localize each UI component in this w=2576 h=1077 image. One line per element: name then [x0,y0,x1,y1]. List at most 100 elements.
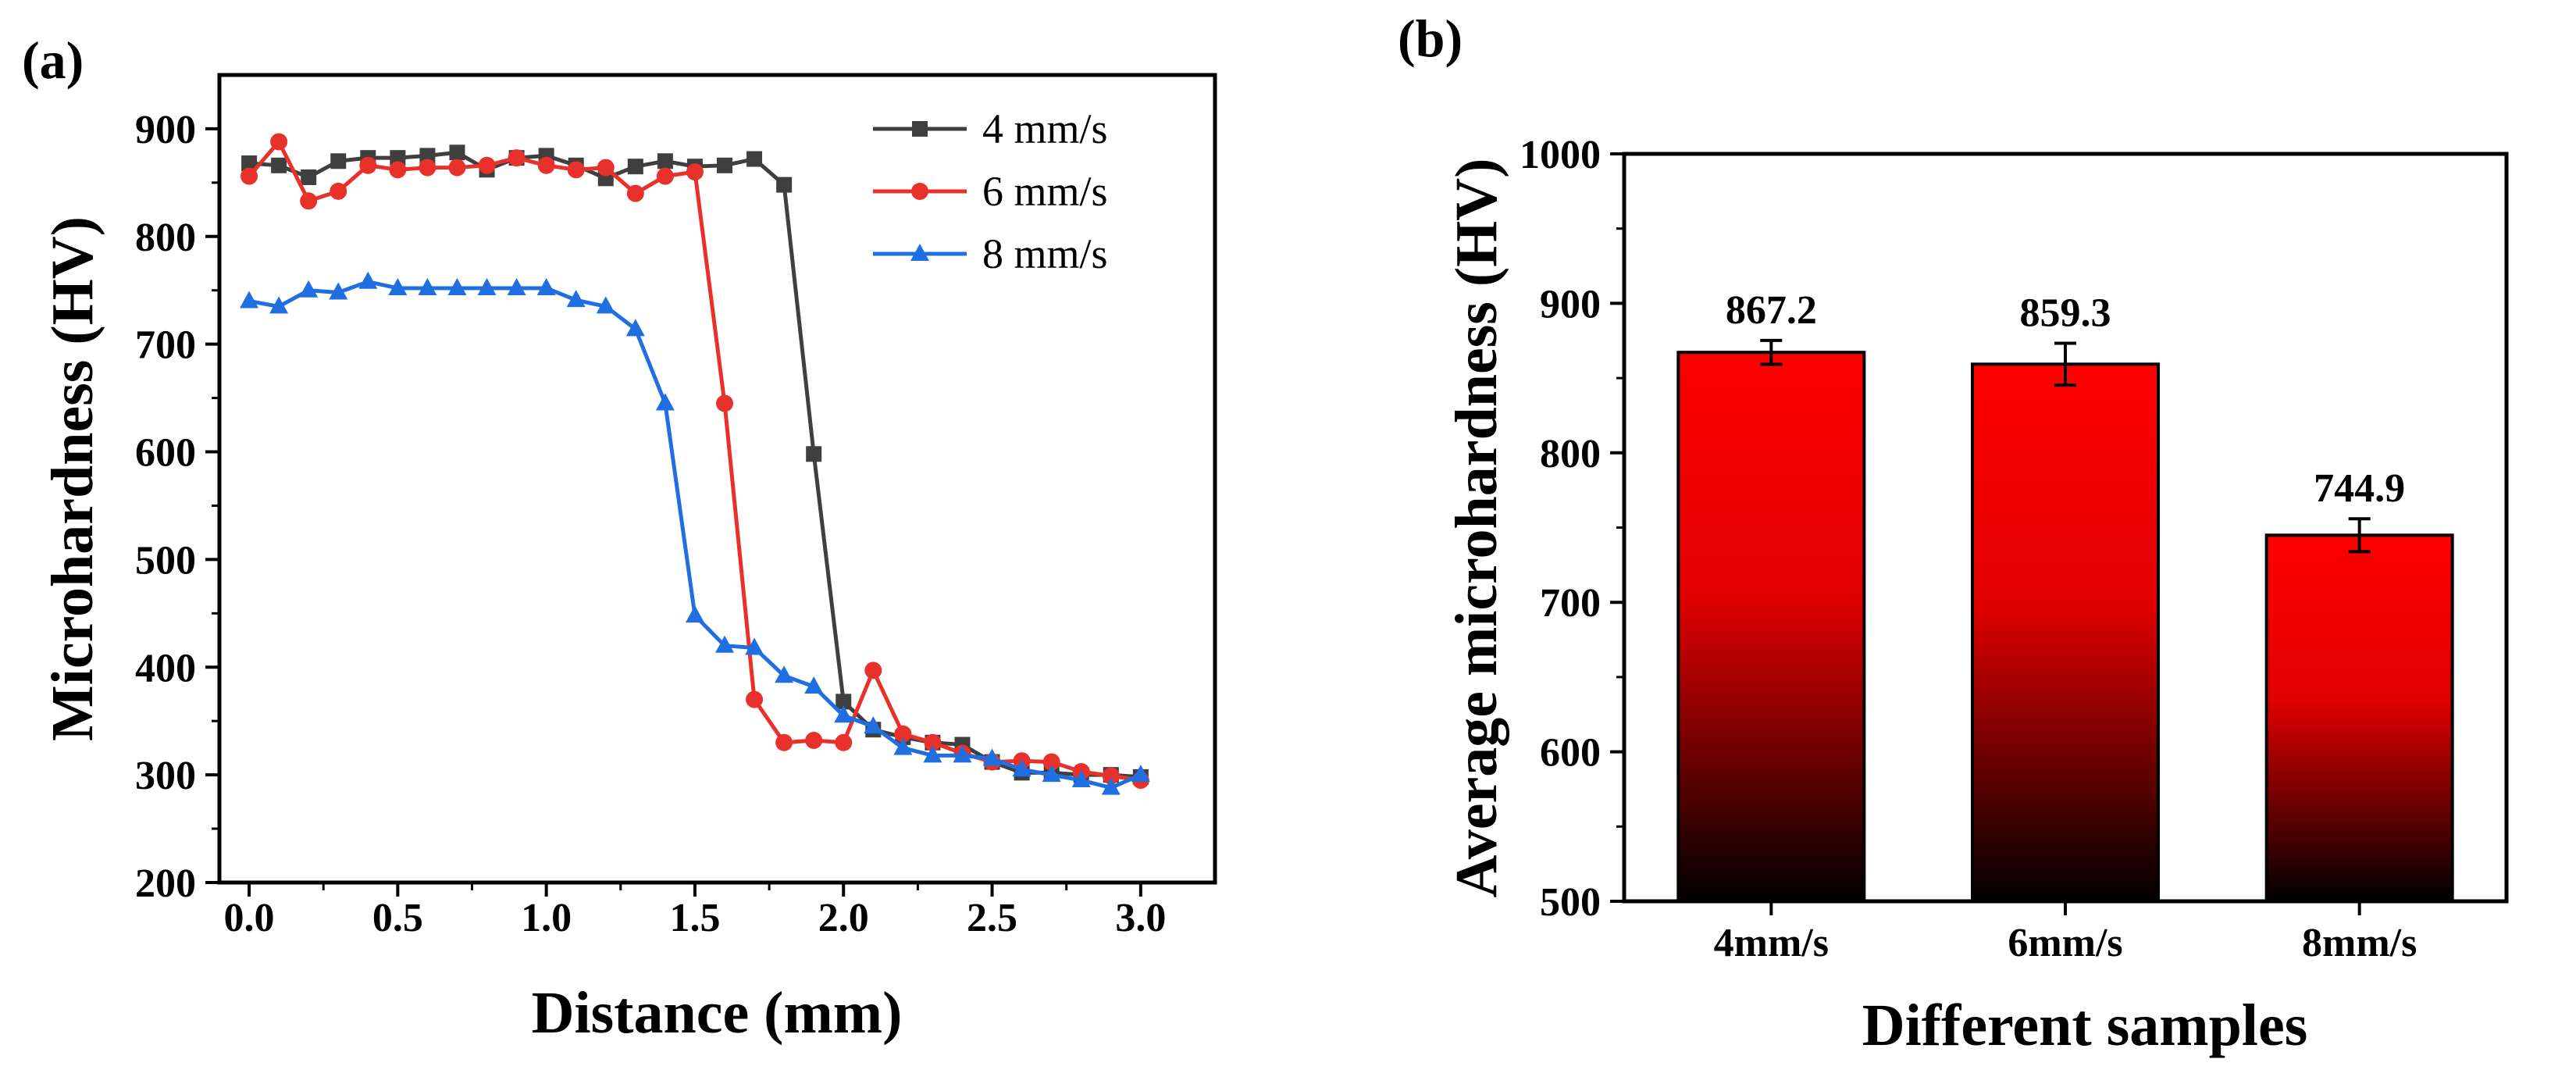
category-label: 4mm/s [1714,921,1829,965]
data-point [685,605,704,623]
line-chart-panel: (a) 0.0 0.5 1.0 1.5 2.0 2.5 3.0 200 300 400 500 600… [22,30,1217,1046]
data-point [1131,765,1150,783]
data-point [477,277,497,295]
data-point [923,745,942,763]
data-point [389,161,407,179]
data-point [776,177,793,193]
x-tick-label: 1.0 [521,896,572,940]
legend-marker [911,183,928,200]
y-tick-label: 900 [1540,282,1601,326]
data-point [449,144,465,161]
value-label: 859.3 [2020,291,2111,336]
bar-group: 859.3 6mm/s [1971,291,2160,965]
data-point [358,271,378,289]
data-point [893,737,913,755]
data-point [537,156,555,174]
bar-chart-bars: 867.2 4mm/s 859.3 6mm/s 744.9 8mm/s [1676,288,2454,965]
bar-chart-ticks: 500 600 700 800 900 1000 [1520,133,1624,925]
y-axis-title: Microhardness (HV) [40,216,105,741]
data-point [388,277,408,295]
y-tick-label: 700 [1540,581,1601,626]
x-tick-label: 2.5 [967,896,1017,940]
data-point [717,157,733,173]
x-axis-title: Different samples [1862,993,2308,1058]
data-point [805,732,823,750]
data-point [924,733,942,751]
data-point [806,446,822,462]
data-point [447,277,467,295]
data-point [419,159,436,177]
legend-label: 8 mm/s [982,230,1108,277]
data-point [655,393,675,411]
data-point [834,705,853,723]
data-point [835,733,853,751]
data-point [746,151,763,167]
bar-group: 744.9 8mm/s [2264,466,2454,965]
bar [1676,351,1866,903]
data-point [1101,777,1121,795]
data-point [269,296,289,314]
y-tick-label: 400 [135,646,196,690]
data-point [329,282,348,300]
y-tick-label: 200 [135,861,196,906]
legend-label: 6 mm/s [982,168,1108,215]
data-point [271,157,287,173]
y-tick-label: 800 [1540,432,1601,476]
x-tick-label: 3.0 [1115,896,1166,940]
line-chart-frame [217,73,1217,885]
data-point [864,716,883,734]
line-chart-series [240,133,1150,795]
data-point [982,748,1002,766]
data-point [418,277,437,295]
x-axis-title: Distance (mm) [532,980,903,1046]
data-point [240,167,258,185]
data-point [390,150,406,166]
y-axis-title: Average microhardness (HV) [1444,159,1509,898]
data-point [1102,767,1120,785]
data-point [656,167,674,185]
data-point [419,148,436,164]
x-tick-label: 0.5 [372,896,423,940]
legend: 4 mm/s 6 mm/s 8 mm/s [873,105,1108,277]
data-point [746,690,764,708]
data-point [1042,753,1060,771]
data-point [1042,765,1061,783]
data-point [775,665,794,683]
data-point [775,733,793,751]
bar-chart-panel: (b) 500 600 700 800 900 1000 867.2 4mm/s 859.3 6… [1398,9,2509,1058]
data-point [241,155,258,172]
x-tick-label: 1.5 [669,896,720,940]
data-point [953,745,972,763]
legend-marker [910,244,929,261]
bar [2264,533,2454,903]
data-point [448,159,466,177]
bar-group: 867.2 4mm/s [1676,288,1866,965]
data-point [508,149,526,167]
series-8-mm-s [240,271,1150,795]
data-point [686,163,704,181]
series-line [248,280,1142,790]
panel-a-label: (a) [22,30,84,90]
data-point [627,159,643,175]
data-point [715,635,735,653]
panel-b-label: (b) [1398,9,1463,68]
line-chart-ticks: 0.0 0.5 1.0 1.5 2.0 2.5 3.0 200 300 400 500 600 700 8… [135,108,1166,940]
legend-marker [912,121,928,137]
data-point [625,319,645,337]
data-point [836,694,852,710]
data-point [330,182,347,200]
y-tick-label: 600 [1540,731,1601,776]
data-point [597,159,615,177]
category-label: 8mm/s [2302,921,2417,965]
data-point [299,280,319,298]
data-point [567,161,585,179]
data-point [300,192,318,210]
data-point [240,291,259,308]
data-point [359,156,377,174]
y-tick-label: 300 [135,754,196,798]
x-tick-label: 0.0 [224,896,275,940]
data-point [804,676,824,694]
data-point [301,169,317,185]
data-point [745,637,764,655]
